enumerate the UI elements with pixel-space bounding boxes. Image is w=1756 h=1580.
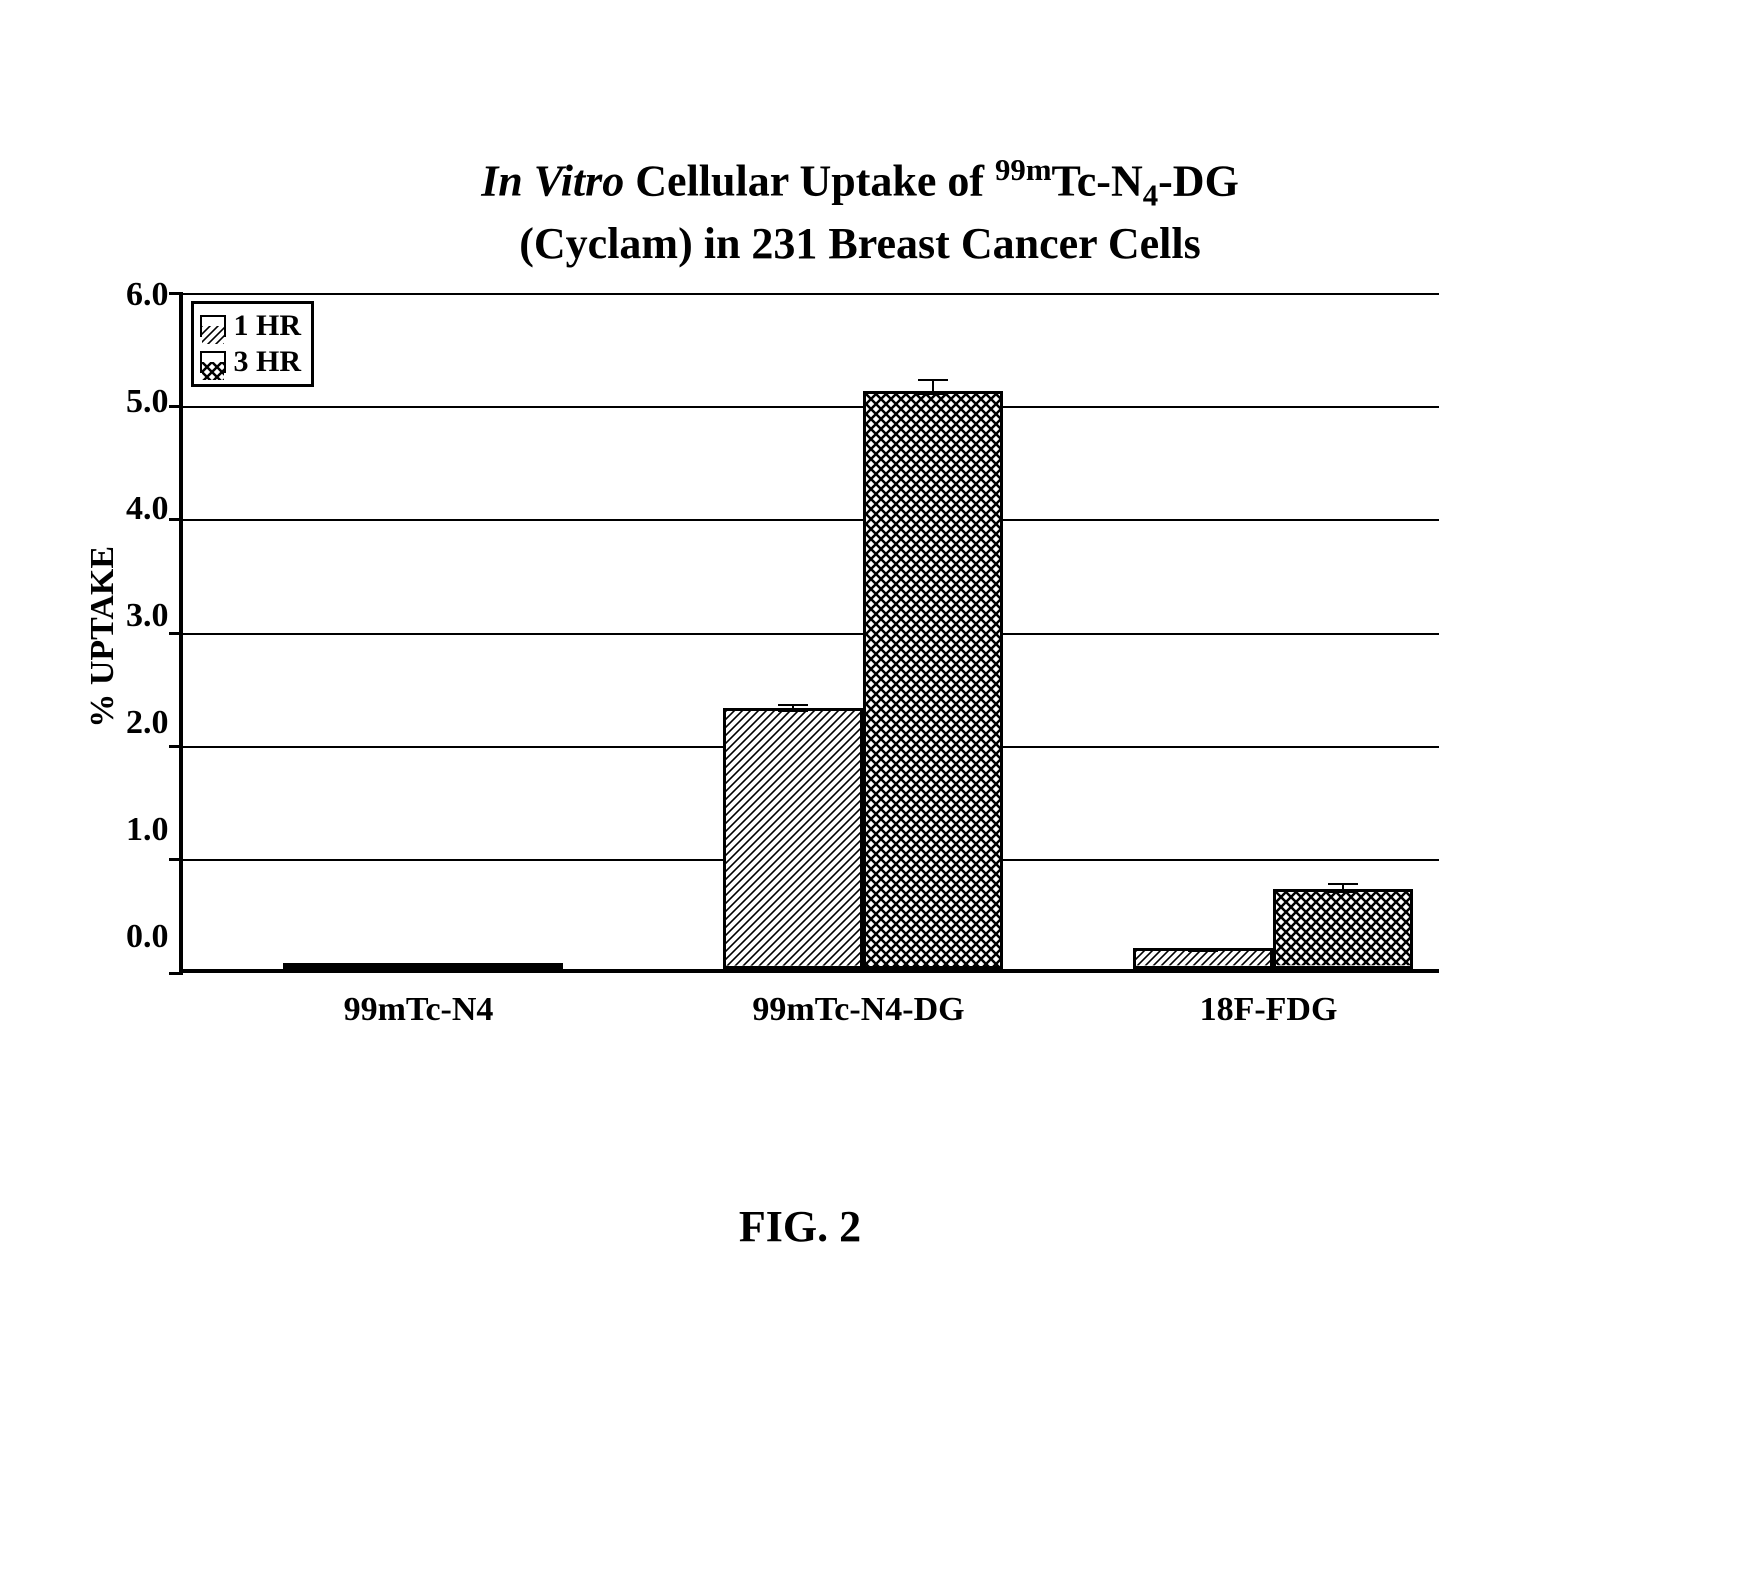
x-axis-labels: 99mTc-N4 99mTc-N4-DG 18F-FDG xyxy=(179,991,1439,1041)
y-tick-mark xyxy=(169,292,183,295)
error-cap xyxy=(1328,891,1358,893)
y-tick-mark xyxy=(169,405,183,408)
bar xyxy=(1273,889,1413,968)
chart-area: % UPTAKE 6.0 5.0 4.0 3.0 2.0 1.0 0.0 1 H… xyxy=(80,293,1520,1041)
ytick: 2.0 xyxy=(126,704,169,742)
title-line-2: (Cyclam) in 231 Breast Cancer Cells xyxy=(200,215,1520,272)
figure-container: In Vitro Cellular Uptake of 99mTc-N4-DG … xyxy=(80,150,1520,1252)
error-bar xyxy=(932,380,934,394)
title-italic-part: In Vitro xyxy=(481,157,624,206)
ytick: 3.0 xyxy=(126,597,169,635)
figure-caption: FIG. 2 xyxy=(80,1201,1520,1252)
bar xyxy=(1133,948,1273,968)
bar-group xyxy=(283,963,563,969)
legend-swatch-3hr xyxy=(200,351,226,373)
bar xyxy=(723,708,863,969)
bar xyxy=(423,963,563,969)
error-cap xyxy=(1328,883,1358,885)
legend-swatch-1hr xyxy=(200,315,226,337)
legend: 1 HR 3 HR xyxy=(191,301,315,387)
legend-label: 1 HR xyxy=(234,308,302,344)
error-cap xyxy=(918,393,948,395)
ytick: 5.0 xyxy=(126,383,169,421)
x-axis-label: 18F-FDG xyxy=(1200,991,1338,1029)
ytick: 6.0 xyxy=(126,276,169,314)
title-line-1: In Vitro Cellular Uptake of 99mTc-N4-DG xyxy=(200,150,1520,215)
ytick: 0.0 xyxy=(126,918,169,956)
y-tick-mark xyxy=(169,858,183,861)
y-tick-mark xyxy=(169,518,183,521)
x-axis-label: 99mTc-N4-DG xyxy=(752,991,964,1029)
bar xyxy=(283,963,423,969)
legend-item: 3 HR xyxy=(200,344,302,380)
chart-title: In Vitro Cellular Uptake of 99mTc-N4-DG … xyxy=(80,150,1520,273)
y-tick-mark xyxy=(169,745,183,748)
error-cap xyxy=(778,704,808,706)
legend-label: 3 HR xyxy=(234,344,302,380)
ytick: 1.0 xyxy=(126,811,169,849)
error-cap xyxy=(1188,950,1218,952)
bar-group xyxy=(1133,889,1413,968)
bar xyxy=(863,391,1003,969)
y-axis-label: % UPTAKE xyxy=(80,546,126,728)
bar-group xyxy=(723,391,1003,969)
gridline xyxy=(183,293,1439,295)
y-tick-mark xyxy=(169,632,183,635)
y-tick-mark xyxy=(169,972,183,975)
plot-region: 1 HR 3 HR xyxy=(179,293,1439,973)
y-axis-ticks: 6.0 5.0 4.0 3.0 2.0 1.0 0.0 xyxy=(126,276,179,956)
error-cap xyxy=(918,379,948,381)
error-cap xyxy=(778,710,808,712)
x-axis-label: 99mTc-N4 xyxy=(344,991,494,1029)
legend-item: 1 HR xyxy=(200,308,302,344)
ytick: 4.0 xyxy=(126,490,169,528)
